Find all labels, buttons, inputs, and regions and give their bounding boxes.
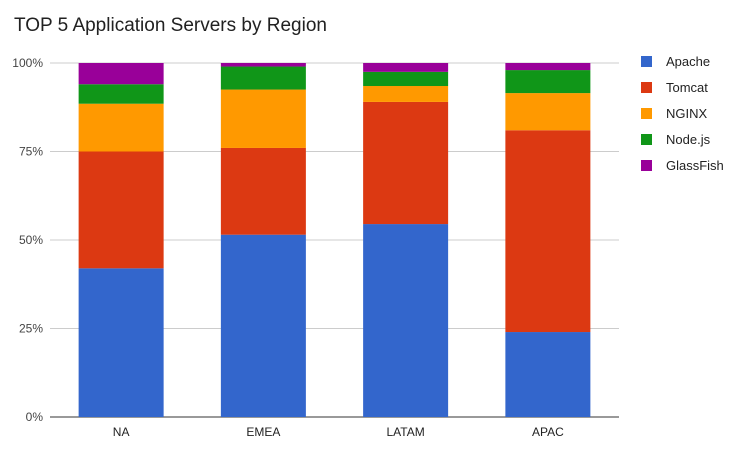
y-tick-label: 50% <box>19 233 43 247</box>
y-tick-label: 75% <box>19 145 43 159</box>
legend-label: GlassFish <box>666 158 724 173</box>
legend-label: Tomcat <box>666 80 708 95</box>
bar-segment-glassfish-apac <box>505 63 591 71</box>
legend-swatch <box>641 160 652 171</box>
bar-segment-glassfish-na <box>78 63 164 85</box>
bar-segment-tomcat-apac <box>505 130 591 333</box>
x-axis-ticks: NA EMEA LATAM APAC <box>113 425 564 439</box>
legend-swatch <box>641 108 652 119</box>
x-tick-label: APAC <box>532 425 564 439</box>
chart-title: TOP 5 Application Servers by Region <box>14 15 327 36</box>
y-tick-label: 0% <box>26 410 44 424</box>
bar-segment-apache-na <box>78 268 164 417</box>
legend-label: Node.js <box>666 132 711 147</box>
bar-segment-apache-emea <box>220 234 306 417</box>
legend: Apache Tomcat NGINX Node.js GlassFish <box>641 54 724 173</box>
legend-swatch <box>641 82 652 93</box>
legend-label: NGINX <box>666 106 708 121</box>
x-tick-label: LATAM <box>387 425 425 439</box>
bar-segment-tomcat-latam <box>363 101 449 225</box>
bars <box>78 63 591 417</box>
y-tick-label: 100% <box>12 56 43 70</box>
bar-segment-node-js-na <box>78 84 164 104</box>
x-tick-label: EMEA <box>246 425 280 439</box>
bar-segment-nginx-na <box>78 103 164 152</box>
legend-swatch <box>641 134 652 145</box>
bar-segment-node-js-emea <box>220 66 306 90</box>
bar-segment-glassfish-emea <box>220 63 306 67</box>
bar-segment-tomcat-na <box>78 151 164 269</box>
bar-segment-glassfish-latam <box>363 63 449 72</box>
bar-segment-node-js-apac <box>505 70 591 94</box>
y-tick-label: 25% <box>19 322 43 336</box>
x-tick-label: NA <box>113 425 130 439</box>
y-axis-ticks: 0% 25% 50% 75% 100% <box>12 56 43 424</box>
bar-segment-tomcat-emea <box>220 147 306 235</box>
bar-segment-node-js-latam <box>363 71 449 87</box>
bar-segment-nginx-latam <box>363 86 449 102</box>
bar-segment-apache-apac <box>505 332 591 417</box>
bar-segment-nginx-emea <box>220 89 306 148</box>
legend-label: Apache <box>666 54 710 69</box>
legend-swatch <box>641 56 652 67</box>
bar-segment-nginx-apac <box>505 93 591 131</box>
bar-segment-apache-latam <box>363 224 449 417</box>
